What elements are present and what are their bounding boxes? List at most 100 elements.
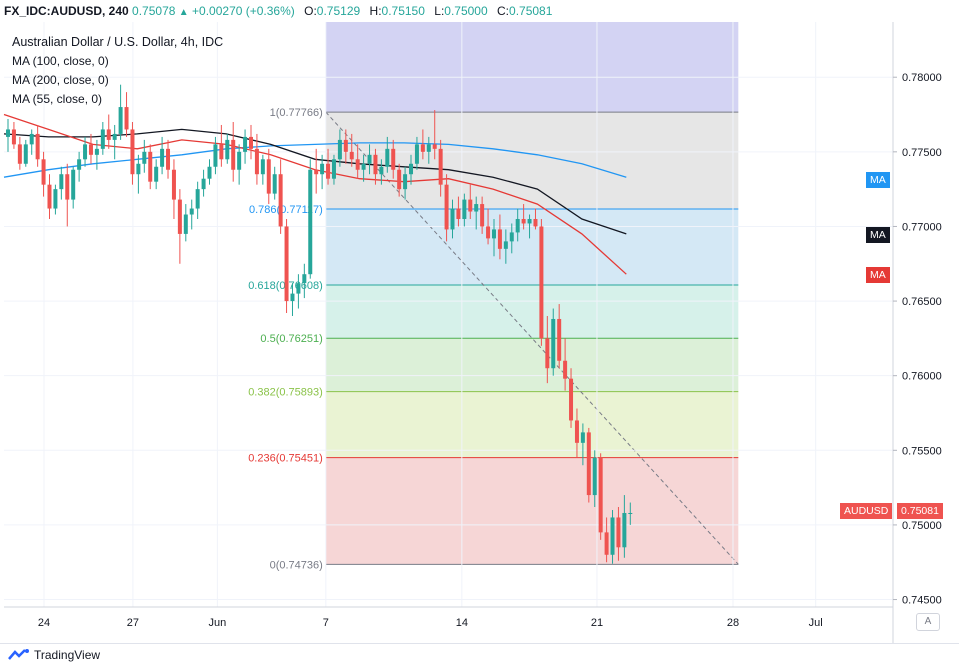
candle-body	[260, 159, 265, 175]
candle-body	[29, 133, 34, 145]
candle-body	[308, 169, 313, 275]
candle-body	[154, 166, 159, 182]
candle-body	[420, 144, 425, 152]
candle-body	[574, 420, 579, 443]
candle-body	[248, 136, 253, 149]
candle-body	[622, 512, 627, 548]
candle-body	[195, 189, 200, 209]
candles	[6, 84, 633, 564]
candle-body	[302, 274, 307, 284]
candle-body	[628, 512, 633, 514]
tradingview-icon	[8, 649, 29, 660]
candle-body	[106, 129, 111, 140]
candle-body	[124, 107, 129, 130]
candle-body	[219, 144, 224, 160]
high-value: 0.75150	[381, 4, 425, 18]
fib-zone	[325, 338, 739, 392]
fib-level-label: 0.786(0.77117)	[249, 204, 323, 216]
price-tick-label: 0.75500	[902, 445, 942, 457]
candle-body	[337, 139, 342, 160]
candle-body	[100, 129, 105, 149]
candle-body	[160, 148, 165, 167]
candle-body	[331, 159, 336, 179]
symbol-name[interactable]: FX_IDC:AUDUSD, 240	[4, 4, 129, 18]
price-tick-label: 0.78000	[902, 72, 942, 84]
candle-body	[432, 144, 437, 149]
candle-body	[225, 139, 230, 160]
fib-level-label: 0.382(0.75893)	[248, 387, 323, 399]
price-chart[interactable]: 1(0.77766)0.786(0.77117)0.618(0.76608)0.…	[0, 22, 959, 643]
candle-body	[462, 199, 467, 219]
candle-body	[17, 144, 22, 164]
candle-body	[166, 148, 171, 170]
candle-body	[379, 166, 384, 175]
symbol-badge: AUDUSD	[840, 503, 893, 519]
candle-body	[503, 241, 508, 249]
candle-body	[397, 169, 402, 190]
candle-body	[254, 148, 259, 175]
candle-body	[610, 517, 615, 555]
candle-body	[326, 163, 331, 179]
ma55-badge: MA	[866, 267, 890, 283]
tradingview-logo[interactable]: TradingView	[8, 648, 100, 662]
candle-body	[94, 148, 99, 155]
candle-body	[231, 139, 236, 170]
candle-body	[284, 226, 289, 302]
fibonacci-retracement[interactable]: 1(0.77766)0.786(0.77117)0.618(0.76608)0.…	[248, 22, 739, 571]
ma55-line	[3, 113, 627, 275]
price-change: +0.00270 (+0.36%)	[192, 4, 295, 18]
candle-body	[142, 151, 147, 164]
candle-body	[171, 169, 176, 200]
candle-body	[491, 229, 496, 239]
footer: TradingView	[0, 643, 959, 668]
candle-body	[177, 199, 182, 234]
candle-body	[497, 229, 502, 249]
candle-body	[130, 129, 135, 175]
time-tick-label: 7	[323, 617, 329, 629]
candle-body	[539, 226, 544, 339]
auto-scale-button[interactable]: A	[916, 613, 940, 631]
last-price-badge: 0.75081	[897, 503, 943, 519]
candle-body	[296, 283, 301, 294]
fib-zone	[325, 208, 739, 285]
axes[interactable]: 0.78000 0.77500 0.77000 0.76500 0.76000 0.755…	[4, 22, 942, 643]
candle-body	[569, 378, 574, 421]
candle-body	[35, 133, 40, 160]
legend-ma55[interactable]: MA (55, close, 0)	[12, 92, 103, 106]
candle-body	[207, 166, 212, 179]
candle-body	[41, 159, 46, 185]
candle-body	[580, 432, 585, 443]
candle-body	[474, 204, 479, 212]
candle-body	[23, 144, 28, 164]
fib-level-label: 0.5(0.76251)	[260, 333, 322, 345]
ma200-badge: MA	[866, 227, 890, 243]
candle-body	[320, 163, 325, 175]
legend-ma100[interactable]: MA (100, close, 0)	[12, 54, 109, 68]
candle-body	[65, 174, 70, 200]
candle-body	[349, 151, 354, 160]
candle-body	[586, 432, 591, 496]
open-value: 0.75129	[316, 4, 361, 18]
candle-body	[545, 338, 550, 369]
candle-body	[83, 144, 88, 160]
price-tick-label: 0.77500	[902, 147, 942, 159]
legend-ma200[interactable]: MA (200, close, 0)	[12, 73, 109, 87]
candle-body	[486, 226, 491, 239]
fib-level-label: 1(0.77766)	[270, 107, 323, 119]
candle-body	[604, 532, 609, 555]
candle-body	[243, 136, 248, 152]
time-tick-label: 21	[591, 617, 603, 629]
time-tick-label: 27	[127, 617, 139, 629]
fib-zone-top	[325, 22, 739, 113]
fib-zone	[325, 391, 739, 458]
chart-title[interactable]: Australian Dollar / U.S. Dollar, 4h, IDC	[12, 35, 224, 49]
candle-body	[403, 174, 408, 190]
chart-legend: Australian Dollar / U.S. Dollar, 4h, IDC…	[12, 33, 223, 109]
candle-body	[456, 208, 461, 219]
candle-body	[468, 199, 473, 212]
candle-body	[59, 174, 64, 190]
candle-body	[563, 360, 568, 379]
candle-body	[266, 159, 271, 194]
candle-body	[118, 107, 123, 134]
open-label: O:	[304, 4, 317, 18]
